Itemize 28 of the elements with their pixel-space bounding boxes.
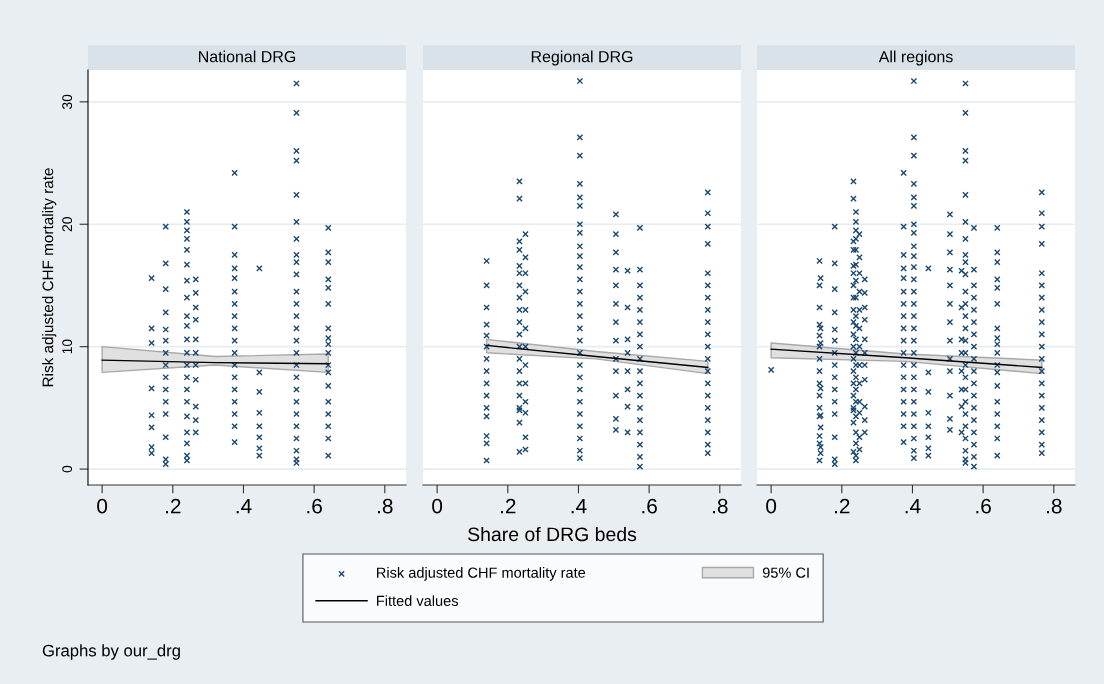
chart-title: All regions: [878, 50, 953, 66]
x-tick-label: .8: [378, 498, 393, 514]
x-tick-label: .2: [166, 498, 181, 514]
x-tick-label: .6: [307, 498, 322, 514]
y-tick-label: 0: [62, 465, 73, 473]
legend-label: Fitted values: [377, 595, 458, 606]
x-tick-label: .4: [905, 498, 921, 514]
x-tick-label: .4: [236, 498, 252, 514]
x-tick-label: 0: [97, 498, 108, 514]
x-tick-label: .2: [501, 498, 516, 514]
y-tick-label: 30: [62, 94, 73, 110]
chart-title: Regional DRG: [531, 50, 633, 66]
x-tick-label: .8: [1047, 498, 1062, 514]
y-tick-label: 20: [62, 217, 73, 232]
x-tick-label: .8: [713, 498, 728, 514]
x-tick-label: .6: [642, 498, 657, 514]
y-tick-label: 10: [62, 339, 73, 354]
chart-title: National DRG: [199, 50, 296, 63]
x-axis-title: Share of DRG beds: [468, 526, 637, 542]
legend-label: 95% CI: [762, 567, 809, 578]
x-tick-label: 0: [432, 498, 443, 514]
legend-label: Risk adjusted CHF mortality rate: [377, 567, 586, 581]
x-tick-label: .6: [976, 498, 991, 514]
y-axis-title: Risk adjusted CHF mortality rate: [42, 168, 57, 387]
x-tick-label: .2: [835, 498, 850, 514]
x-tick-label: 0: [766, 498, 777, 514]
text: Graphs by our_drg: [42, 644, 180, 660]
x-tick-label: .4: [571, 498, 587, 514]
